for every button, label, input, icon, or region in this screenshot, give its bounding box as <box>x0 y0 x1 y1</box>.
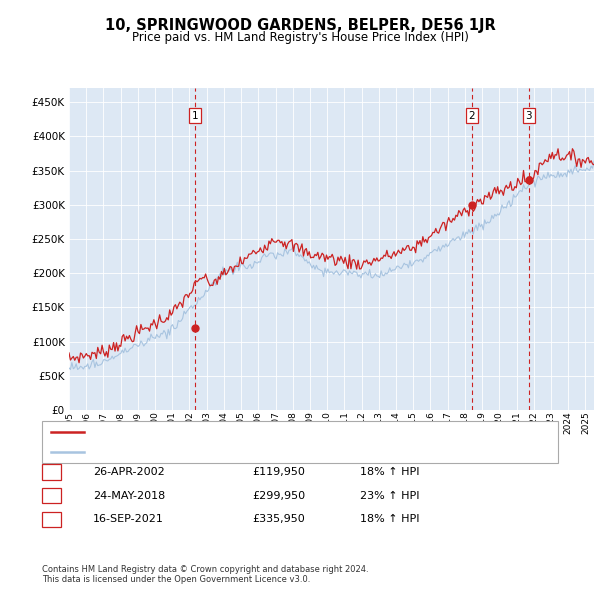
Text: £299,950: £299,950 <box>252 491 305 500</box>
Text: 10, SPRINGWOOD GARDENS, BELPER, DE56 1JR (detached house): 10, SPRINGWOOD GARDENS, BELPER, DE56 1JR… <box>91 427 420 437</box>
Text: 26-APR-2002: 26-APR-2002 <box>93 467 165 477</box>
Text: Contains HM Land Registry data © Crown copyright and database right 2024.
This d: Contains HM Land Registry data © Crown c… <box>42 565 368 584</box>
Text: 10, SPRINGWOOD GARDENS, BELPER, DE56 1JR: 10, SPRINGWOOD GARDENS, BELPER, DE56 1JR <box>104 18 496 32</box>
Text: 18% ↑ HPI: 18% ↑ HPI <box>360 467 419 477</box>
Text: 1: 1 <box>191 111 199 121</box>
Text: 3: 3 <box>48 514 55 524</box>
Text: 1: 1 <box>48 467 55 477</box>
Text: HPI: Average price, detached house, Amber Valley: HPI: Average price, detached house, Ambe… <box>91 447 342 457</box>
Text: £119,950: £119,950 <box>252 467 305 477</box>
Text: 24-MAY-2018: 24-MAY-2018 <box>93 491 165 500</box>
Text: 2: 2 <box>48 491 55 500</box>
Text: 23% ↑ HPI: 23% ↑ HPI <box>360 491 419 500</box>
Text: 18% ↑ HPI: 18% ↑ HPI <box>360 514 419 524</box>
Text: 3: 3 <box>526 111 532 121</box>
Text: 16-SEP-2021: 16-SEP-2021 <box>93 514 164 524</box>
Text: Price paid vs. HM Land Registry's House Price Index (HPI): Price paid vs. HM Land Registry's House … <box>131 31 469 44</box>
Text: 2: 2 <box>469 111 475 121</box>
Text: £335,950: £335,950 <box>252 514 305 524</box>
